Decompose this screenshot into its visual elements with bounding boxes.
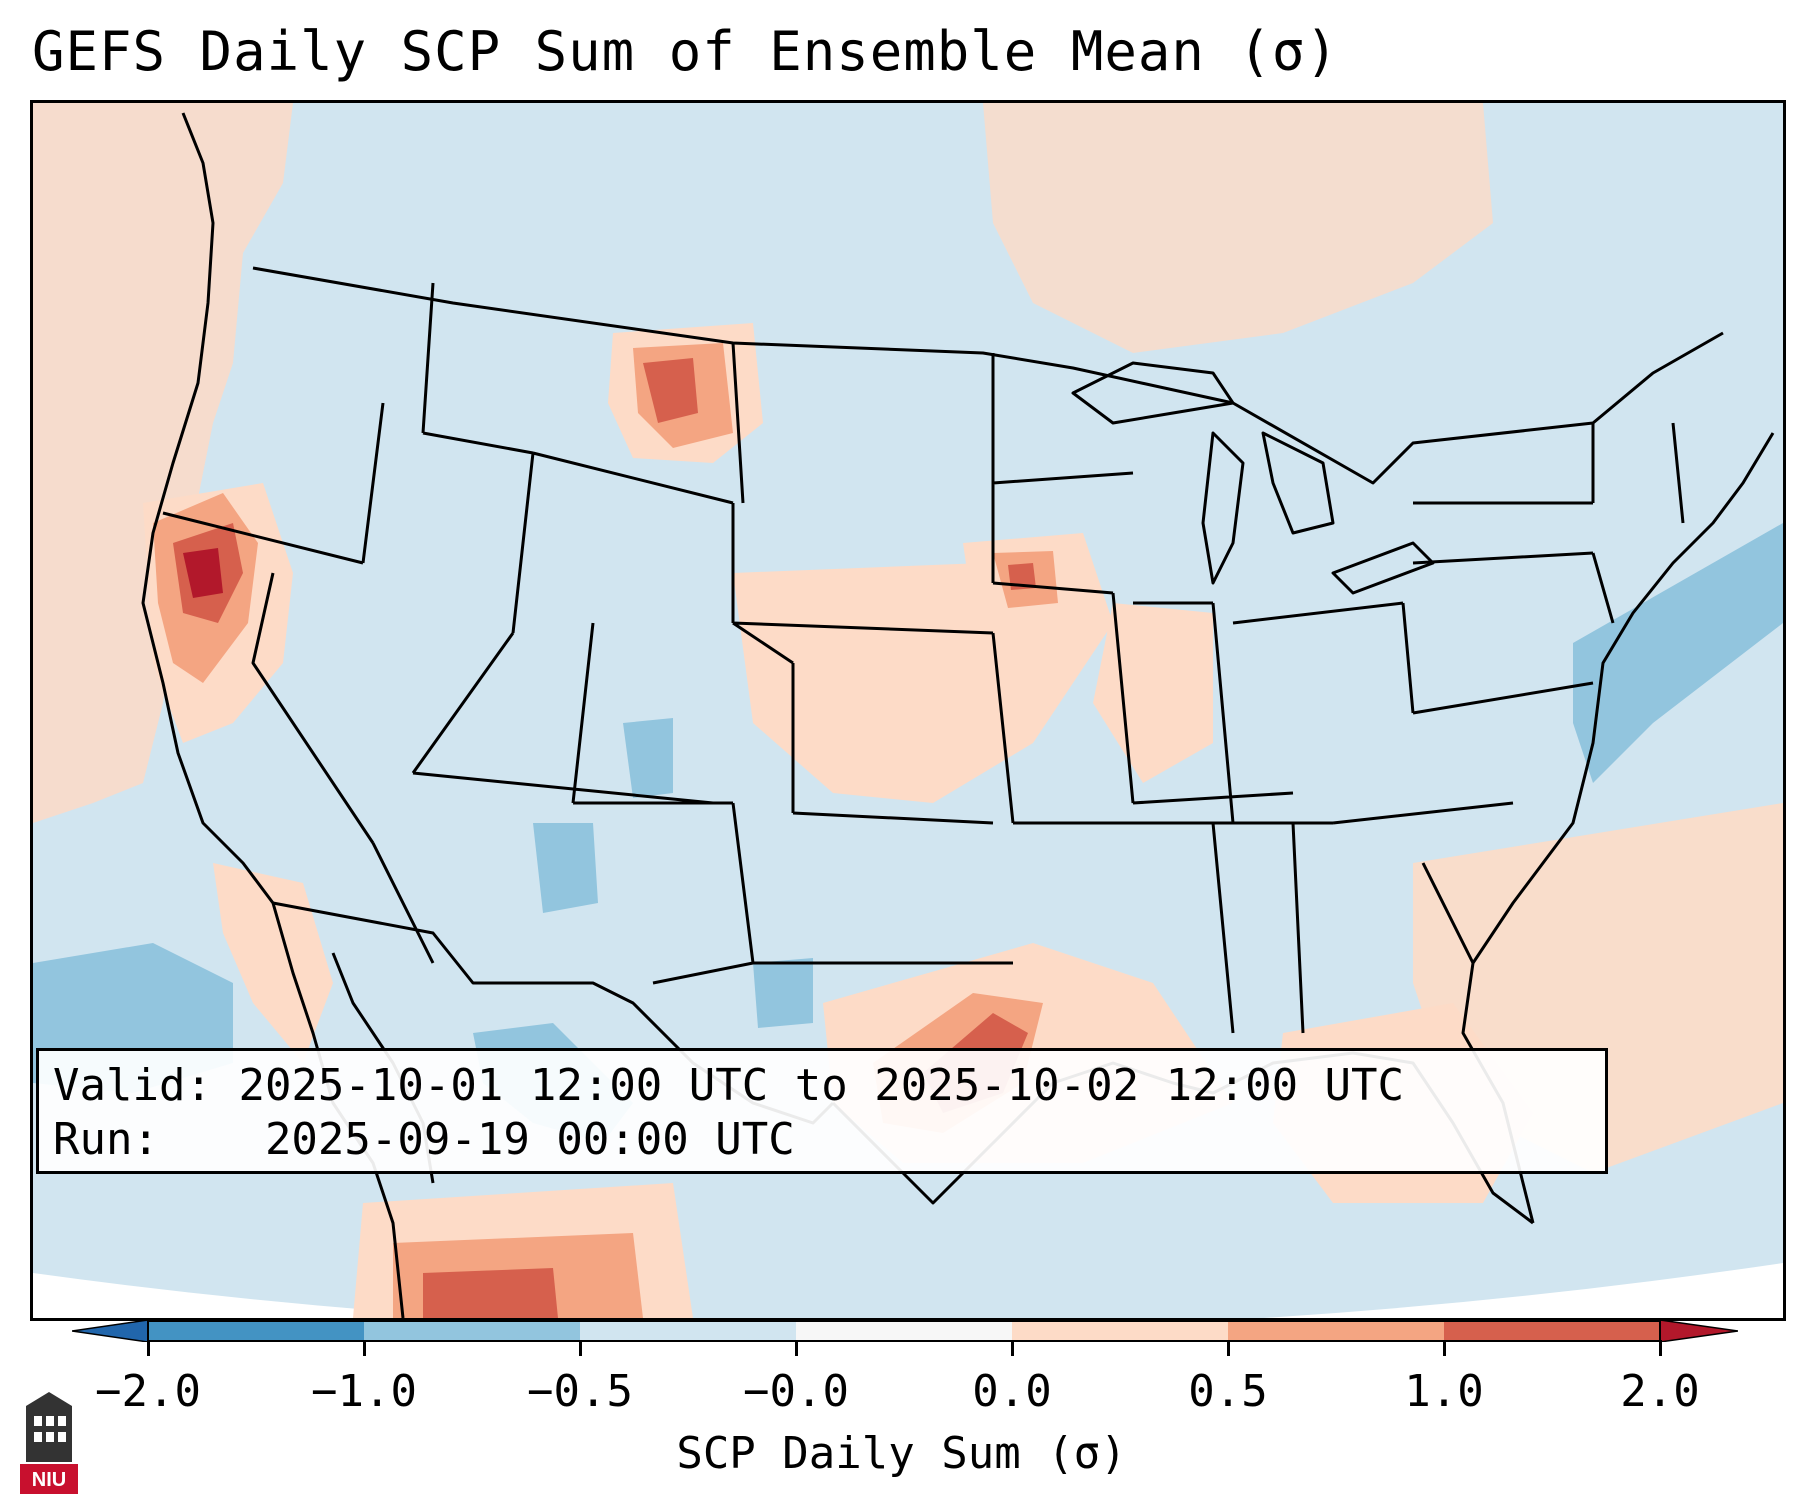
- colorbar-outline: [147, 1320, 1661, 1342]
- colorbar-bin-7: [1444, 1320, 1660, 1342]
- lake-michigan: [1201, 431, 1245, 585]
- niu-logo: NIU: [20, 1392, 78, 1494]
- atlantic-coastline: [1461, 432, 1775, 1224]
- colorbar-tick: [1659, 1340, 1662, 1356]
- run-label: Run:: [53, 1114, 159, 1165]
- domain-edge: [33, 1263, 1783, 1318]
- colorbar-tick: [579, 1340, 582, 1356]
- colorbar-tick: [795, 1340, 798, 1356]
- shade-mexico-south-strong: [423, 1268, 558, 1318]
- run-value: 2025-09-19 00:00 UTC: [264, 1114, 795, 1165]
- colorbar-tick: [1443, 1340, 1446, 1356]
- colorbar-tick: [1227, 1340, 1230, 1356]
- shade-ca-max: [183, 548, 223, 598]
- shade-tx-neg: [753, 958, 813, 1028]
- chart-title: GEFS Daily SCP Sum of Ensemble Mean (σ): [32, 20, 1339, 83]
- shade-iowa-strong: [1008, 563, 1036, 590]
- colorbar-bin-2: [364, 1320, 580, 1342]
- colorbar-ticks: −2.0 −1.0 −0.5 −0.0 0.0 0.5 1.0 2.0: [0, 1340, 1803, 1430]
- shade-nm-neg: [533, 823, 598, 913]
- colorbar-tick-label: 0.5: [1188, 1366, 1268, 1417]
- colorbar-tick: [147, 1340, 150, 1356]
- colorbar-bin-5: [1012, 1320, 1228, 1342]
- colorbar-extend-low: [72, 1320, 149, 1342]
- colorbar-tick: [363, 1340, 366, 1356]
- colorbar-tick-label: 0.0: [972, 1366, 1052, 1417]
- valid-run-box: Valid: 2025-10-01 12:00 UTC to 2025-10-0…: [36, 1048, 1608, 1174]
- boundaries: [141, 112, 1775, 1318]
- logo-plate: [20, 1464, 78, 1494]
- logo-text: NIU: [32, 1469, 66, 1491]
- colorbar-bin-6: [1228, 1320, 1444, 1342]
- valid-label: Valid:: [53, 1060, 212, 1111]
- colorbar-tick-label: 2.0: [1620, 1366, 1700, 1417]
- colorbar-tick-label: 1.0: [1404, 1366, 1484, 1417]
- shade-east-coast-neg: [1573, 523, 1783, 783]
- colorbar-tick-label: −1.0: [311, 1366, 417, 1417]
- state-lines: [162, 282, 1685, 1034]
- lake-huron: [1261, 431, 1335, 535]
- shade-canada: [983, 103, 1493, 353]
- shade-baja: [213, 863, 333, 1063]
- shade-west-coast: [33, 103, 293, 823]
- lake-superior: [1071, 361, 1235, 425]
- colorbar-bin-1: [148, 1320, 364, 1342]
- shade-illinois: [1093, 603, 1213, 783]
- colorbar-bin-3: [580, 1320, 796, 1342]
- colorbar: [72, 1320, 1738, 1342]
- valid-value: 2025-10-01 12:00 UTC to 2025-10-02 12:00…: [238, 1060, 1405, 1111]
- colorbar-extend-high: [1659, 1320, 1738, 1342]
- colorbar-tick: [1011, 1340, 1014, 1356]
- shade-co-neg: [623, 718, 673, 798]
- colorbar-bin-4: [796, 1320, 1012, 1342]
- logo-roof: [26, 1392, 72, 1406]
- colorbar-label: SCP Daily Sum (σ): [676, 1428, 1127, 1479]
- colorbar-tick-label: −0.0: [743, 1366, 849, 1417]
- colorbar-tick-label: −0.5: [527, 1366, 633, 1417]
- shade-montana-strong: [643, 358, 698, 423]
- colorbar-tick-label: −2.0: [95, 1366, 201, 1417]
